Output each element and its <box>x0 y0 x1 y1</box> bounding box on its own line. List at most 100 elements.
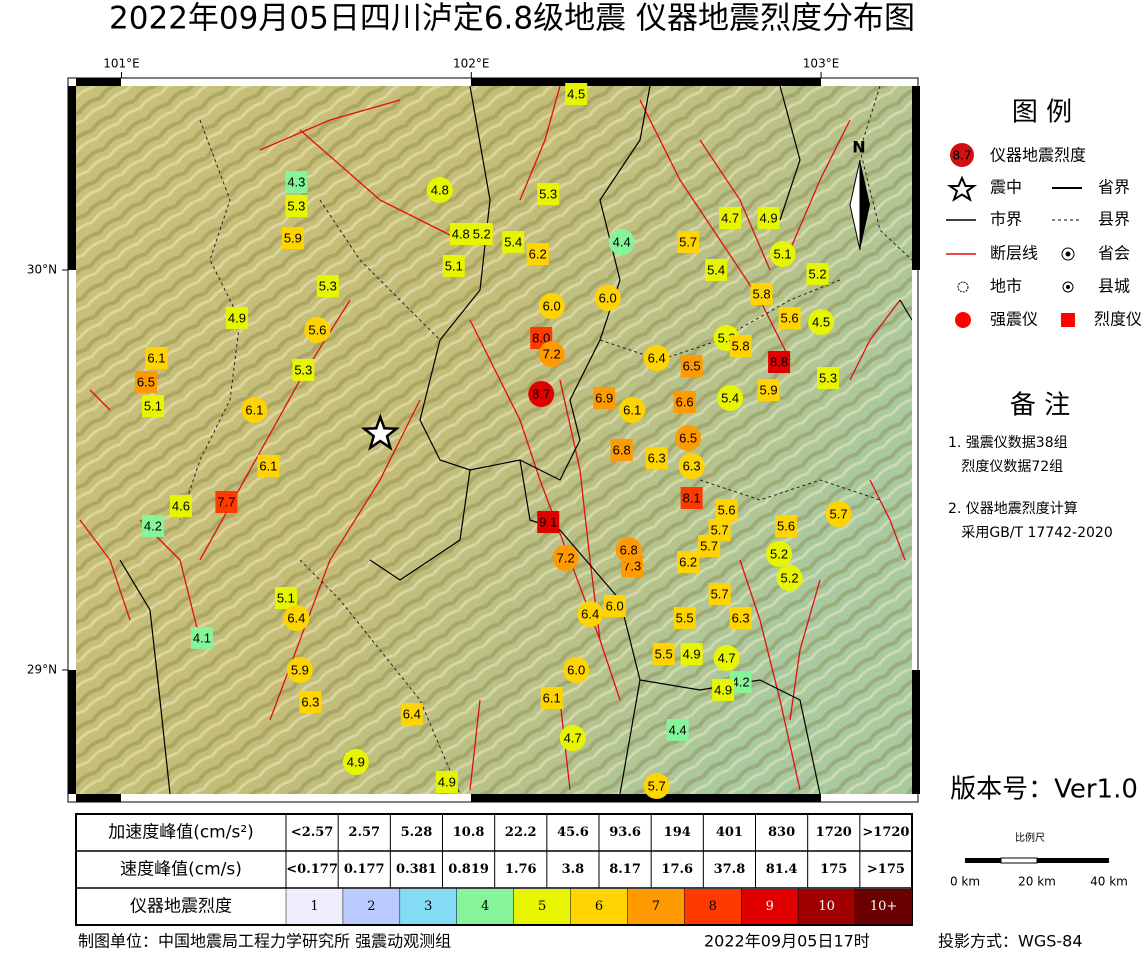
table-cell: 1 <box>310 899 318 914</box>
station-label: 5.2 <box>809 266 827 281</box>
station-label: 4.8 <box>452 226 470 241</box>
table-cell: 0.177 <box>344 862 385 877</box>
intensity-meter-station <box>768 351 791 373</box>
strong-motion-station <box>615 537 642 563</box>
scale-label: 20 km <box>1018 875 1056 889</box>
strong-motion-station <box>304 317 331 343</box>
intensity-meter-station <box>190 627 213 649</box>
station-label: 5.6 <box>308 322 326 337</box>
intensity-meter-station <box>537 183 560 205</box>
table-cell: 1720 <box>816 825 852 840</box>
intensity-swatch <box>570 889 628 924</box>
station-label: 6.4 <box>581 606 599 621</box>
intensity-meter-station <box>610 439 633 461</box>
intensity-swatch <box>855 889 912 924</box>
lat-tick-label: 29°N <box>27 663 57 677</box>
station-label: 6.5 <box>679 430 697 445</box>
intensity-swatch <box>286 889 343 924</box>
intensity-meter-station <box>715 499 738 521</box>
intensity-meter-station <box>225 307 248 329</box>
strong-motion-station <box>342 749 369 775</box>
legend-symbol <box>1062 281 1074 293</box>
station-label: 6.1 <box>245 402 263 417</box>
station-label: 5.4 <box>721 390 739 405</box>
intensity-meter-station <box>285 195 308 217</box>
strong-motion-station <box>678 453 705 479</box>
station-label: 5.3 <box>819 370 837 385</box>
legend-title: 图 例 <box>1012 98 1072 128</box>
strong-motion-station <box>608 229 635 255</box>
lat-tick-label: 30°N <box>27 263 57 277</box>
intensity-meter-station <box>778 307 801 329</box>
station-label: 5.2 <box>781 570 799 585</box>
intensity-meter-station <box>666 719 689 741</box>
station-label: 9.1 <box>539 514 557 529</box>
table-cell: 8 <box>709 899 717 914</box>
station-label: 4.7 <box>721 210 739 225</box>
intensity-meter-station <box>502 231 525 253</box>
station-label: 4.7 <box>564 730 582 745</box>
footer: 制图单位：中国地震局工程力学研究所 强震动观测组 2022年09月05日17时 … <box>78 932 1083 951</box>
note-line: 2. 仪器地震烈度计算 <box>948 501 1078 517</box>
station-label: 6.4 <box>648 350 666 365</box>
legend-symbol <box>957 281 969 293</box>
station-label: 5.1 <box>277 590 295 605</box>
station-label: 5.6 <box>777 518 795 533</box>
station-label: 4.4 <box>669 722 687 737</box>
legend-symbol <box>1061 313 1075 327</box>
legend: 图 例 8.7 仪器地震烈度 震中 省界 市界 县界 断层线 省会 地市 县城 … <box>946 98 1142 329</box>
legend-sample: 8.7 <box>952 149 971 163</box>
station-label: 6.1 <box>543 690 561 705</box>
legend-swatch <box>950 143 974 167</box>
intensity-meter-station <box>442 255 465 277</box>
station-label: 5.5 <box>655 646 673 661</box>
table-header: 仪器地震烈度 <box>130 897 232 917</box>
station-label: 5.8 <box>732 338 750 353</box>
station-label: 6.3 <box>683 458 701 473</box>
intensity-meter-station <box>719 207 742 229</box>
station-label: 6.1 <box>259 458 277 473</box>
table-cell: 10.8 <box>453 825 485 840</box>
table-cell: 45.6 <box>557 825 589 840</box>
table-cell: >1720 <box>862 825 909 840</box>
strong-motion-station <box>769 241 796 267</box>
table-cell: 81.4 <box>766 862 798 877</box>
intensity-meter-station <box>281 227 304 249</box>
table-header: 加速度峰值(cm/s²) <box>108 823 254 843</box>
intensity-meter-station <box>806 263 829 285</box>
station-label: 5.9 <box>291 662 309 677</box>
station-label: 4.1 <box>193 630 211 645</box>
scale-title: 比例尺 <box>1015 831 1045 844</box>
table-cell: 830 <box>768 825 795 840</box>
intensity-meter-station <box>565 83 588 105</box>
station-label: 5.7 <box>830 506 848 521</box>
intensity-meter-station <box>299 691 322 713</box>
station-label: 6.0 <box>606 598 624 613</box>
strong-motion-station <box>241 397 268 423</box>
station-label: 6.3 <box>648 450 666 465</box>
strong-motion-station <box>643 345 670 371</box>
table-cell: <0.177 <box>286 862 338 877</box>
station-label: 6.1 <box>623 402 641 417</box>
station-label: 5.2 <box>770 546 788 561</box>
strong-motion-station <box>283 605 310 631</box>
table-cell: 17.6 <box>661 862 693 877</box>
relief <box>76 86 912 794</box>
intensity-meter-station <box>470 223 493 245</box>
intensity-meter-station <box>292 359 315 381</box>
intensity-meter-station <box>537 511 560 533</box>
legend-label: 仪器地震烈度 <box>990 146 1086 165</box>
station-label: 5.9 <box>284 230 302 245</box>
station-label: 5.6 <box>781 310 799 325</box>
intensity-meter-station <box>141 395 164 417</box>
station-label: 7.2 <box>557 550 575 565</box>
lon-tick-label: 103°E <box>803 57 840 71</box>
intensity-meter-station <box>526 243 549 265</box>
station-label: 6.0 <box>599 290 617 305</box>
station-label: 5.5 <box>676 610 694 625</box>
note-line: 烈度仪数据72组 <box>948 459 1063 475</box>
intensity-meter-station <box>677 551 700 573</box>
strong-motion-station <box>538 293 565 319</box>
strong-motion-station <box>563 657 590 683</box>
intensity-meter-station <box>645 447 668 469</box>
